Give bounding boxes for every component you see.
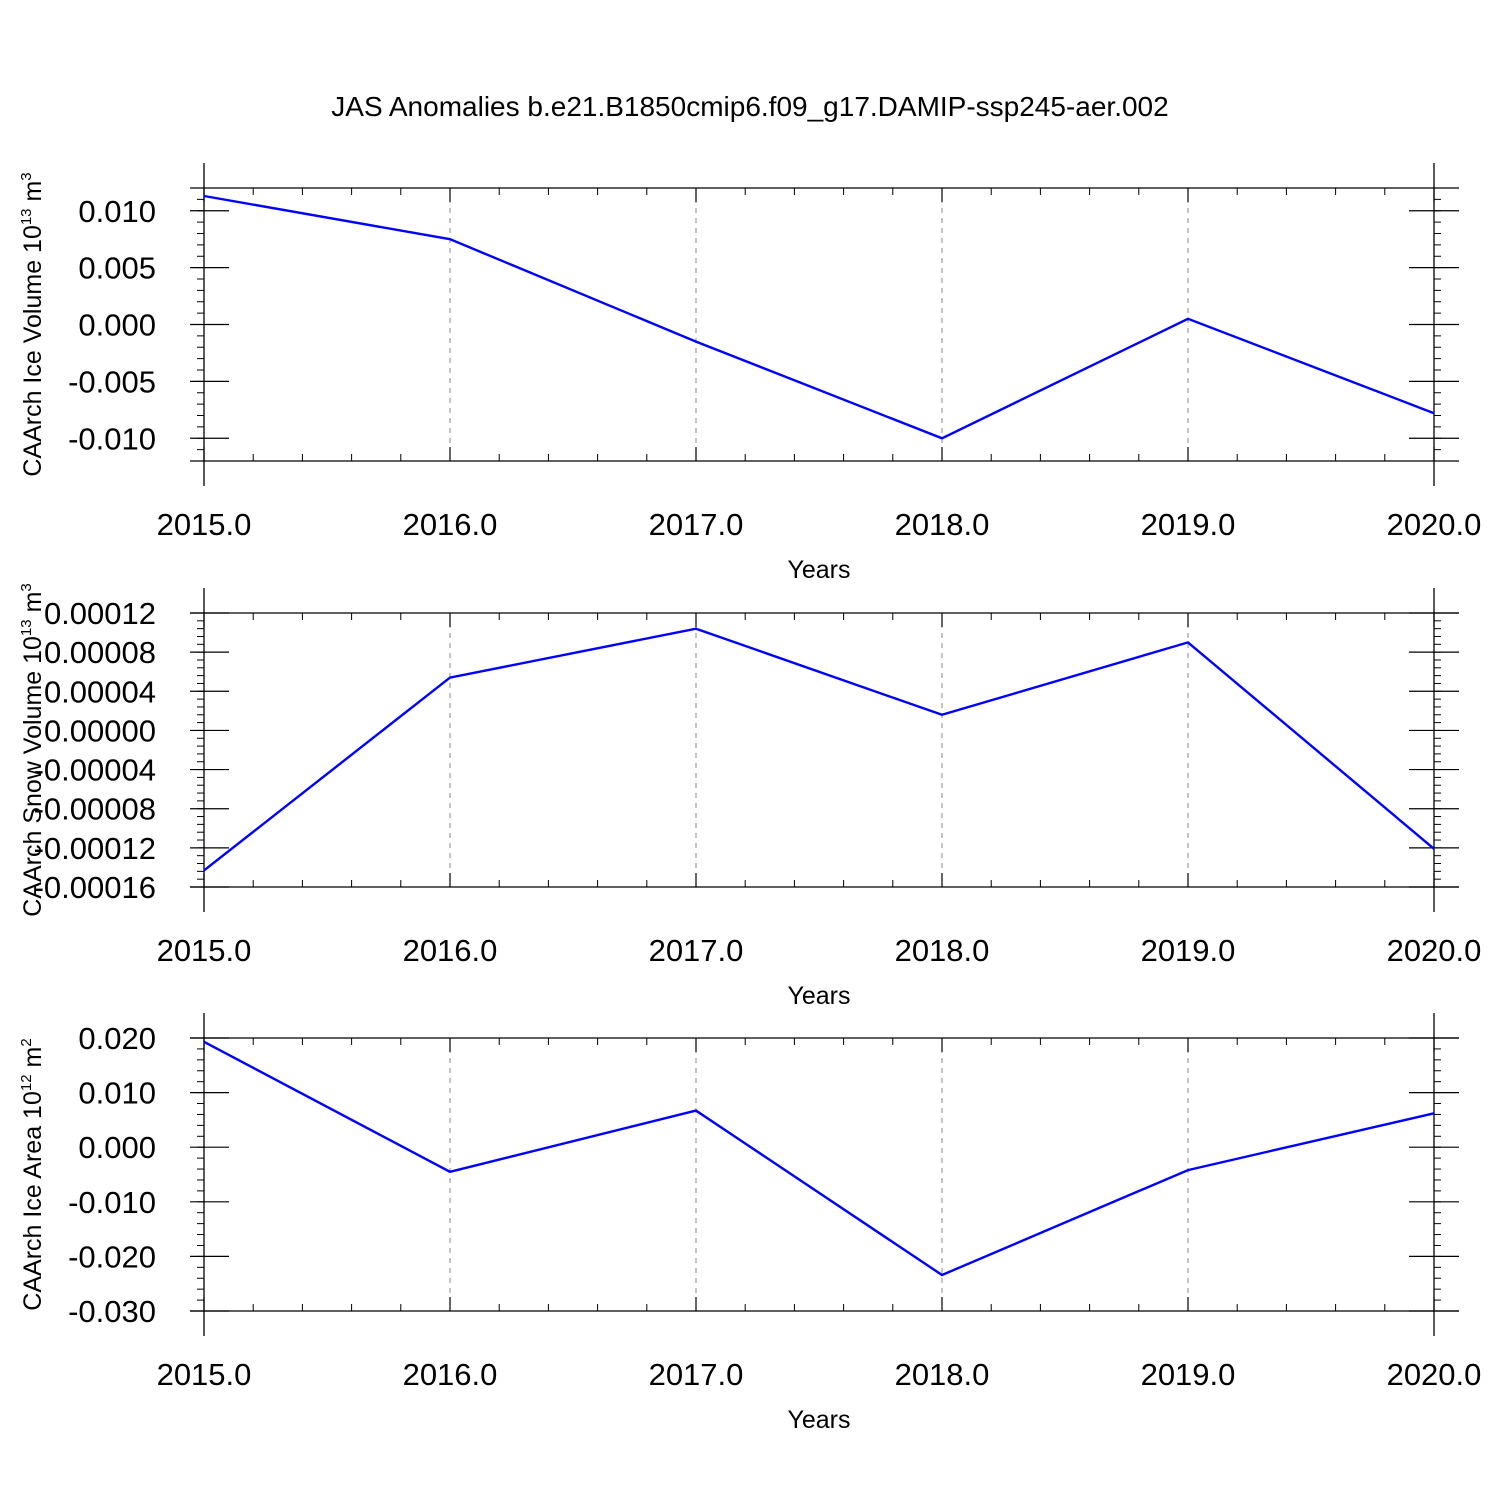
x-tick-label: 2017.0 xyxy=(649,933,744,968)
x-tick-label: 2017.0 xyxy=(649,1357,744,1392)
chart-panel-3: 2015.0 2016.0 2017.0 2018.0 2019.0 2020.0 0.02… xyxy=(18,1013,1481,1434)
series-line xyxy=(203,627,1435,872)
y-tick-label: 0.010 xyxy=(78,194,156,229)
x-tick-label: 2016.0 xyxy=(403,933,498,968)
y-axis-title-part: CAArch Ice Area 10 xyxy=(19,1091,47,1311)
x-axis-title: Years xyxy=(787,982,850,1010)
y-tick-label: -0.005 xyxy=(68,364,156,399)
panels: 2015.0 2016.0 2017.0 2018.0 2019.0 2020.0 0.01… xyxy=(18,163,1481,1434)
x-tick-label: 2018.0 xyxy=(895,507,990,542)
y-axis-title-superscript: 13 xyxy=(18,619,35,636)
x-tick-label: 2019.0 xyxy=(1141,507,1236,542)
y-tick-label: 0.00004 xyxy=(44,674,156,709)
x-tick-label: 2020.0 xyxy=(1387,933,1482,968)
y-axis-title-superscript: 3 xyxy=(18,172,35,180)
y-axis-title-superscript: 12 xyxy=(18,1074,35,1091)
y-axis-title: CAArch Ice Area 1012 m2 xyxy=(18,1038,47,1310)
x-tick-label: 2017.0 xyxy=(649,507,744,542)
y-tick-label: -0.00016 xyxy=(34,870,156,905)
y-tick-label: 0.010 xyxy=(78,1076,156,1111)
x-tick-label: 2020.0 xyxy=(1387,507,1482,542)
y-tick-label: 0.020 xyxy=(78,1021,156,1056)
chart-panel-1: 2015.0 2016.0 2017.0 2018.0 2019.0 2020.0 0.01… xyxy=(18,163,1481,584)
x-tick-label: 2019.0 xyxy=(1141,1357,1236,1392)
chart-panel-2: 2015.0 2016.0 2017.0 2018.0 2019.0 2020.0 0.00… xyxy=(18,583,1481,1010)
x-axis-title: Years xyxy=(787,1406,850,1434)
x-tick-label: 2019.0 xyxy=(1141,933,1236,968)
y-tick-label: -0.00008 xyxy=(34,792,156,827)
x-tick-label: 2018.0 xyxy=(895,1357,990,1392)
y-tick-label: 0.00012 xyxy=(44,596,156,631)
y-tick-label: -0.00012 xyxy=(34,831,156,866)
y-axis-title-part: m xyxy=(19,1047,47,1075)
x-tick-label: 2015.0 xyxy=(157,933,252,968)
x-tick-label: 2016.0 xyxy=(403,507,498,542)
y-tick-label: 0.000 xyxy=(78,308,156,343)
x-tick-label: 2015.0 xyxy=(157,507,252,542)
y-axis-title-superscript: 13 xyxy=(18,208,35,225)
x-tick-label: 2015.0 xyxy=(157,1357,252,1392)
series-line xyxy=(203,1040,1435,1277)
y-tick-label: -0.010 xyxy=(68,421,156,456)
y-axis-title: CAArch Ice Volume 1013 m3 xyxy=(18,172,47,476)
y-tick-label: -0.010 xyxy=(68,1185,156,1220)
y-axis-title-superscript: 2 xyxy=(18,1038,35,1046)
x-tick-label: 2018.0 xyxy=(895,933,990,968)
y-tick-label: 0.005 xyxy=(78,251,156,286)
series-line xyxy=(203,194,1435,440)
x-axis-title: Years xyxy=(787,556,850,584)
y-axis-title-part: m xyxy=(19,592,47,620)
y-axis-title: CAArch Snow Volume 1013 m3 xyxy=(18,583,47,917)
figure-title: JAS Anomalies b.e21.B1850cmip6.f09_g17.D… xyxy=(331,91,1168,122)
y-tick-label: -0.020 xyxy=(68,1239,156,1274)
y-tick-label: 0.00000 xyxy=(44,713,156,748)
y-axis-title-part: CAArch Snow Volume 10 xyxy=(19,636,47,917)
y-tick-label: 0.00008 xyxy=(44,635,156,670)
y-axis-title-superscript: 3 xyxy=(18,583,35,591)
y-axis-title-part: CAArch Ice Volume 10 xyxy=(19,225,47,477)
y-axis-title-part: m xyxy=(19,181,47,209)
y-tick-label: 0.000 xyxy=(78,1130,156,1165)
x-tick-label: 2016.0 xyxy=(403,1357,498,1392)
x-tick-label: 2020.0 xyxy=(1387,1357,1482,1392)
y-tick-label: -0.00004 xyxy=(34,753,156,788)
y-tick-label: -0.030 xyxy=(68,1294,156,1329)
